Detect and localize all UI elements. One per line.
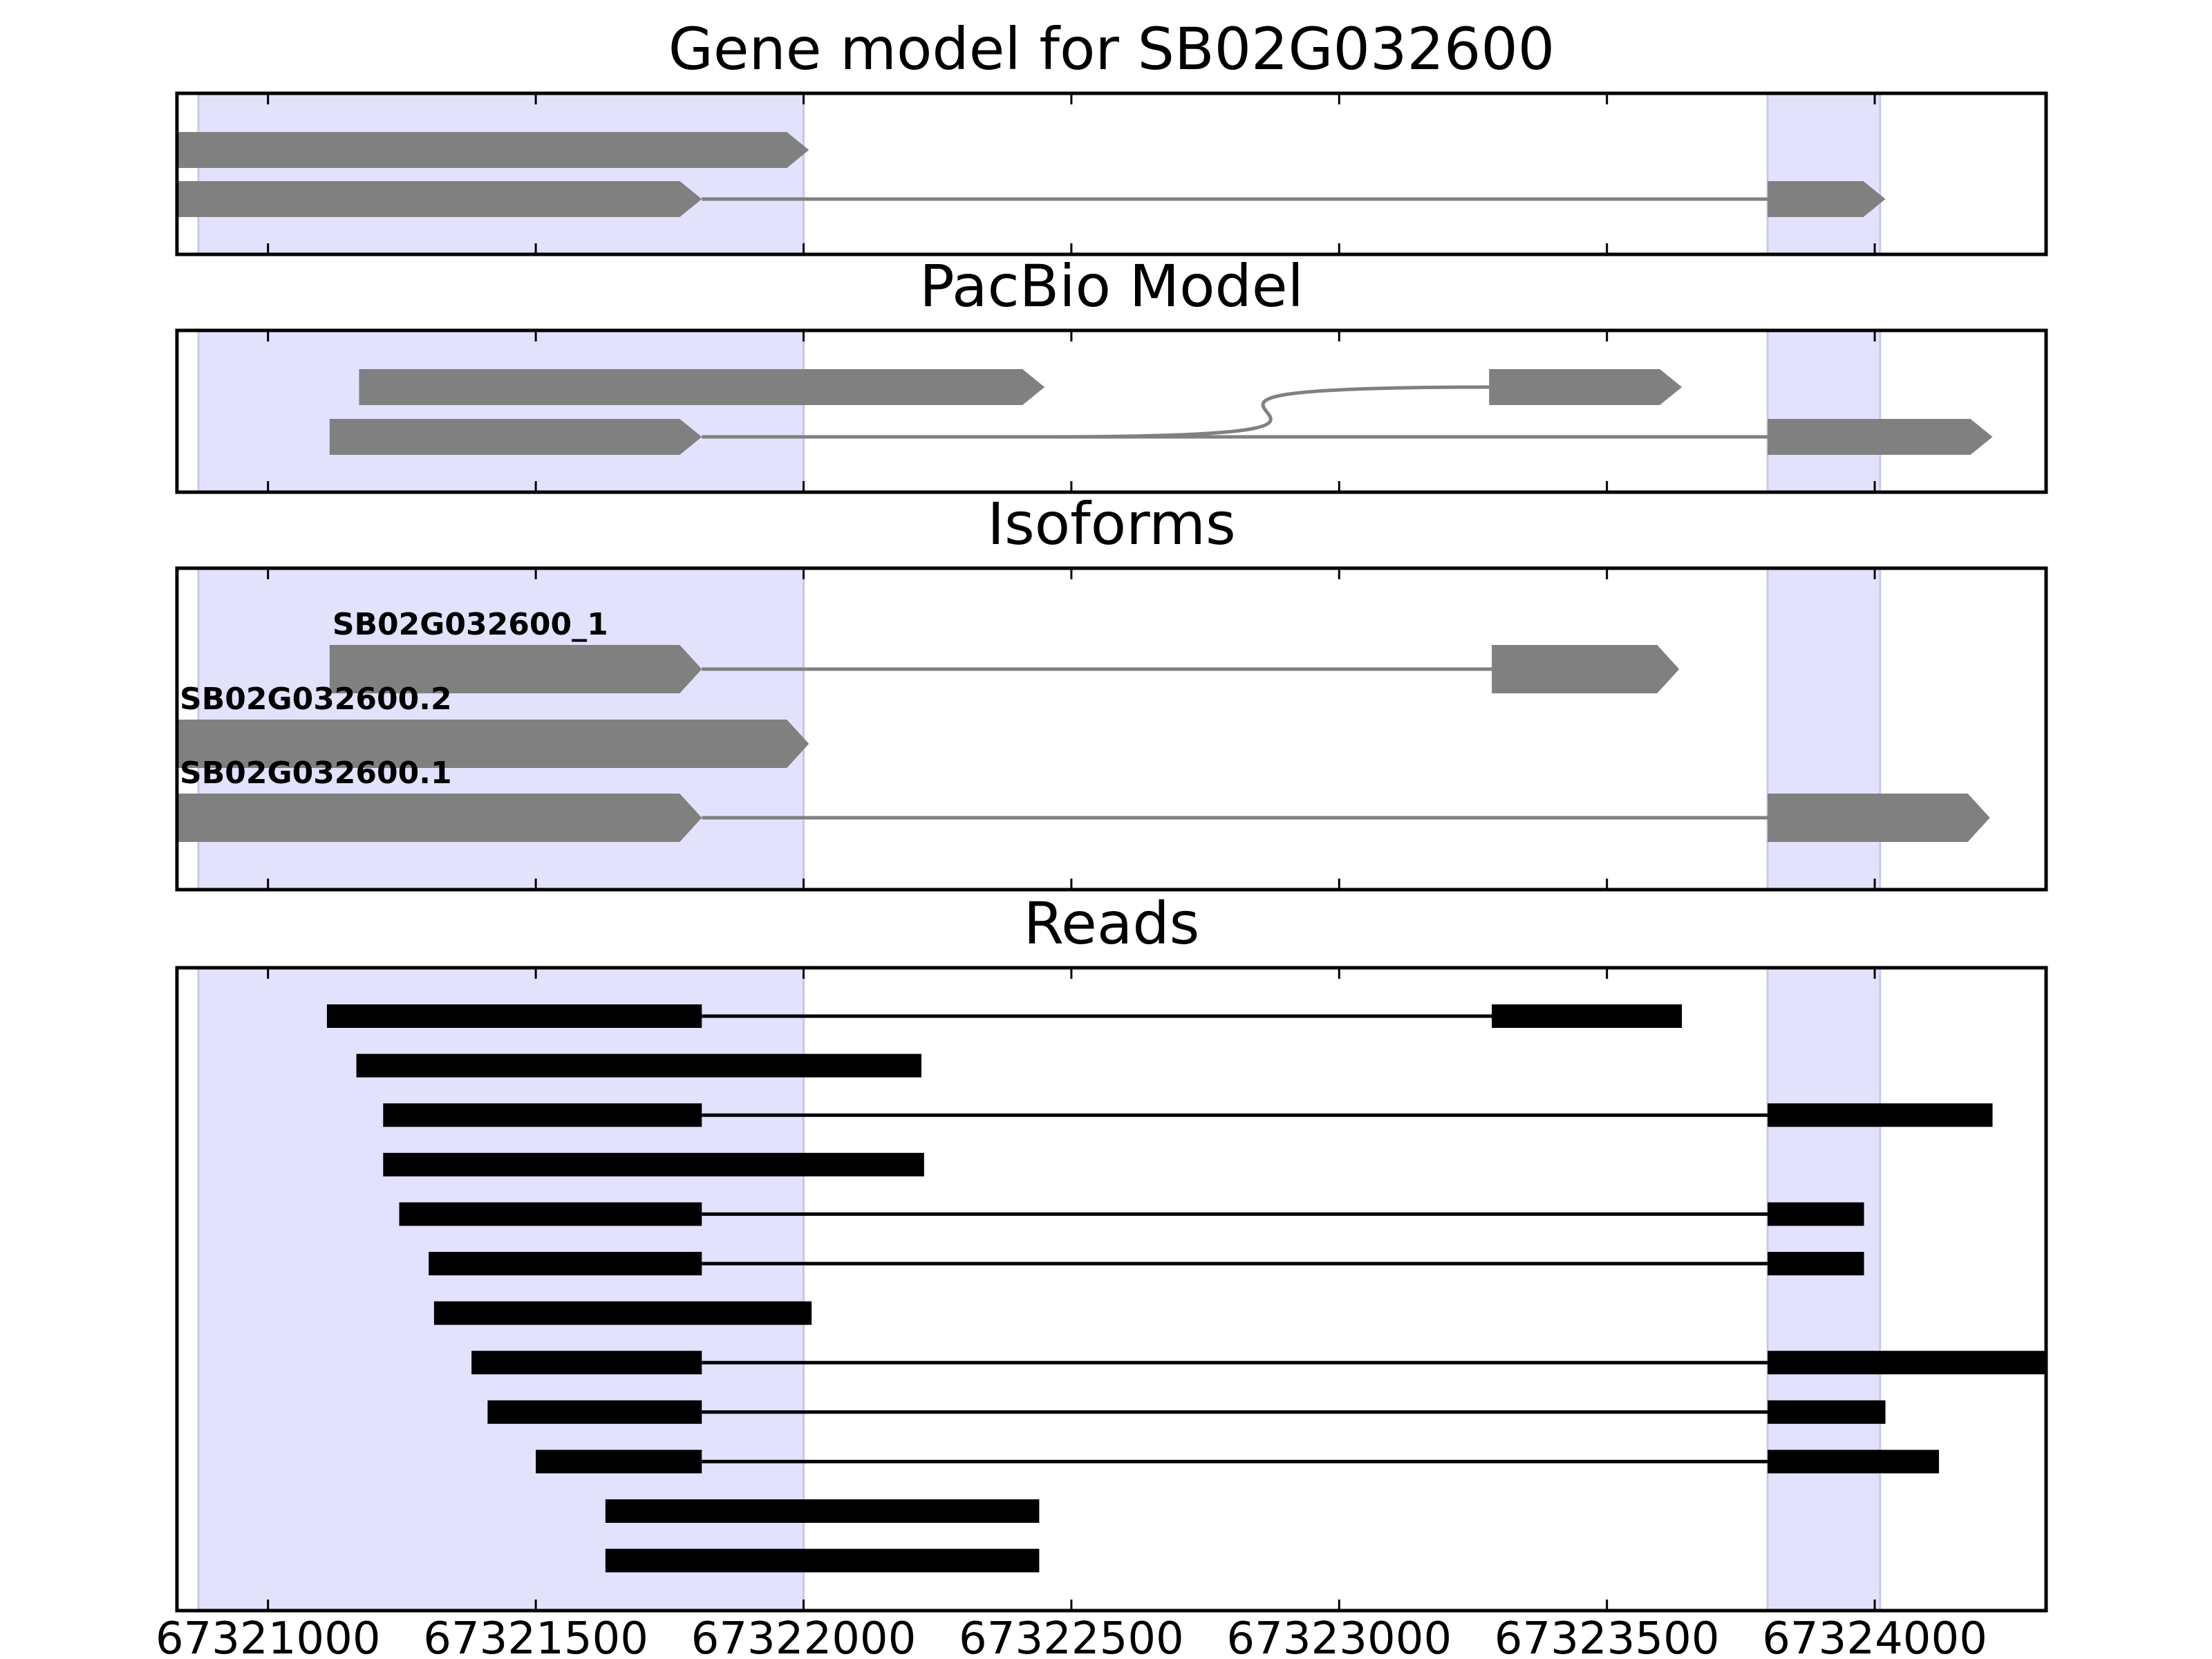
read-exon — [605, 1548, 1040, 1573]
read-row — [326, 1004, 1683, 1028]
model-row — [329, 419, 1993, 455]
read-row — [433, 1301, 812, 1325]
exon-block — [177, 181, 702, 217]
read-row — [383, 1103, 1993, 1127]
model-row: SB02G032600.2 — [177, 682, 809, 768]
read-exon — [605, 1499, 1040, 1523]
read-row — [536, 1450, 1940, 1474]
read-exon — [1768, 1202, 1864, 1226]
panel-title: Reads — [1024, 890, 1200, 957]
x-tick-label: 67321000 — [156, 1613, 381, 1659]
x-tick-label: 67322500 — [959, 1613, 1184, 1659]
panel-title: PacBio Model — [919, 252, 1304, 320]
isoform-label: SB02G032600.2 — [180, 682, 452, 717]
read-row — [383, 1152, 924, 1177]
read-exon — [399, 1202, 702, 1226]
read-row — [429, 1252, 1864, 1275]
exon-block — [1768, 794, 1990, 842]
read-row — [605, 1548, 1040, 1573]
read-exon — [1768, 1103, 1993, 1127]
panel-title: Isoforms — [987, 490, 1236, 558]
model-row: SB02G032600.1 — [177, 756, 1990, 842]
isoform-label: SB02G032600.1 — [180, 756, 452, 791]
panel-frame — [175, 966, 2048, 1613]
x-tick-label: 67322000 — [691, 1613, 917, 1659]
read-exon — [356, 1053, 921, 1078]
x-tick-label: 67321500 — [423, 1613, 648, 1659]
read-exon — [1768, 1400, 1886, 1424]
panel-frame — [175, 328, 2048, 494]
highlight-region — [197, 92, 805, 256]
exon-block — [1489, 369, 1683, 405]
read-exon — [429, 1252, 702, 1275]
panel-1: Gene model for SB02G032600 — [175, 15, 2048, 256]
exon-block — [329, 645, 702, 693]
exon-block — [1768, 419, 1993, 455]
read-row — [471, 1351, 2046, 1375]
read-exon — [1768, 1450, 1940, 1474]
exon-block — [177, 720, 809, 768]
panel-title: Gene model for SB02G032600 — [668, 15, 1555, 83]
read-exon — [1768, 1351, 2046, 1375]
read-exon — [326, 1004, 702, 1028]
highlight-region — [197, 329, 805, 494]
exon-block — [177, 794, 702, 842]
model-row — [177, 132, 809, 168]
exon-block — [1768, 181, 1886, 217]
panel-3: Isoforms SB02G032600_1 SB02G032600.2 SB02G0… — [175, 490, 2048, 892]
x-tick-label: 67324000 — [1762, 1613, 1987, 1659]
isoform-label: SB02G032600_1 — [332, 607, 608, 642]
x-tick-label: 67323000 — [1226, 1613, 1452, 1659]
read-row — [356, 1053, 921, 1078]
exon-block — [329, 419, 702, 455]
highlight-region — [1766, 329, 1882, 494]
read-exon — [433, 1301, 812, 1325]
model-row — [177, 181, 1886, 217]
exon-block — [177, 132, 809, 168]
exon-block — [1492, 645, 1680, 693]
model-row: SB02G032600_1 — [329, 607, 1680, 693]
panel-frame — [175, 91, 2048, 256]
read-exon — [383, 1103, 702, 1127]
read-row — [605, 1499, 1040, 1523]
read-exon — [487, 1400, 702, 1424]
panel-4: Reads — [175, 890, 2048, 1613]
x-tick-label: 67323500 — [1494, 1613, 1720, 1659]
intron-curve — [1044, 385, 1490, 439]
read-exon — [383, 1152, 924, 1177]
highlight-region — [1766, 966, 1882, 1612]
read-exon — [1768, 1252, 1864, 1275]
panel-2: PacBio Model — [175, 252, 2048, 494]
read-exon — [1492, 1004, 1683, 1028]
exon-block — [359, 369, 1045, 405]
read-row — [487, 1400, 1886, 1424]
highlight-region — [1766, 92, 1882, 256]
read-row — [399, 1202, 1864, 1226]
model-row — [359, 369, 1683, 439]
panel-frame — [175, 566, 2048, 892]
read-exon — [536, 1450, 702, 1474]
read-exon — [471, 1351, 702, 1375]
